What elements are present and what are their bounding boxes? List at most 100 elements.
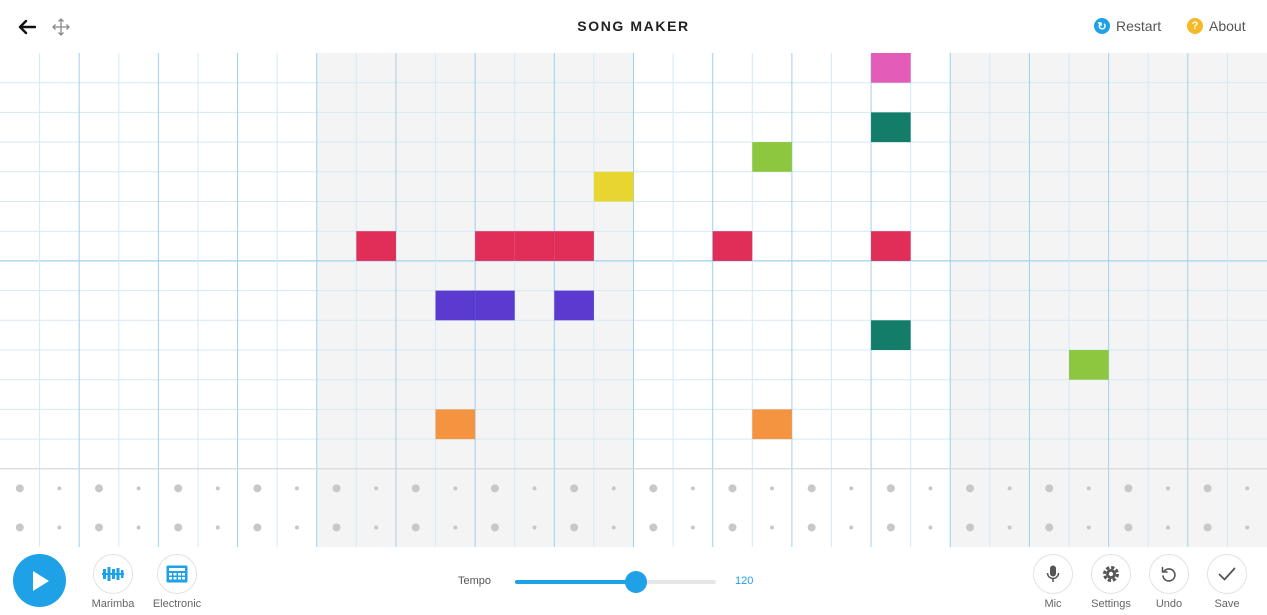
tempo-thumb[interactable] [624, 571, 647, 593]
rhythm-dot[interactable] [411, 523, 420, 532]
rhythm-dot[interactable] [770, 525, 775, 530]
note-cell[interactable] [752, 142, 792, 172]
rhythm-dot[interactable] [215, 525, 220, 530]
rhythm-dot[interactable] [215, 486, 220, 491]
note-cell[interactable] [712, 231, 753, 261]
rhythm-dot[interactable] [649, 484, 658, 493]
move-button[interactable] [48, 14, 74, 40]
rhythm-dot[interactable] [1124, 484, 1133, 493]
rhythm-dot[interactable] [490, 523, 499, 532]
rhythm-dot[interactable] [611, 525, 616, 530]
rhythm-dot[interactable] [886, 523, 895, 532]
rhythm-dot[interactable] [570, 523, 579, 532]
note-cell[interactable] [514, 231, 555, 261]
settings-button[interactable] [1091, 554, 1131, 594]
rhythm-dot[interactable] [649, 523, 658, 532]
save-button[interactable] [1207, 554, 1247, 594]
rhythm-dot[interactable] [94, 484, 103, 493]
rhythm-dot[interactable] [807, 523, 816, 532]
restart-button[interactable]: ↻ Restart [1094, 15, 1161, 37]
rhythm-dot[interactable] [1086, 486, 1091, 491]
help-icon: ? [1187, 18, 1203, 34]
note-cell[interactable] [1069, 350, 1109, 380]
rhythm-dot[interactable] [1007, 486, 1012, 491]
rhythm-dot[interactable] [928, 525, 933, 530]
play-button[interactable] [13, 554, 66, 607]
rhythm-dot[interactable] [1124, 523, 1133, 532]
rhythm-dot[interactable] [136, 525, 141, 530]
note-cell[interactable] [593, 171, 634, 202]
rhythm-dot[interactable] [728, 484, 737, 493]
rhythm-dot[interactable] [1245, 486, 1250, 491]
rhythm-dot[interactable] [1007, 525, 1012, 530]
rhythm-dot[interactable] [374, 525, 379, 530]
tempo-fill [515, 580, 636, 584]
undo-button[interactable] [1149, 554, 1189, 594]
rhythm-dot[interactable] [1045, 484, 1054, 493]
rhythm-dot[interactable] [966, 484, 975, 493]
rhythm-dot[interactable] [1045, 523, 1054, 532]
about-button[interactable]: ? About [1187, 15, 1246, 37]
note-cell[interactable] [871, 231, 911, 261]
rhythm-dot[interactable] [728, 523, 737, 532]
rhythm-dot[interactable] [453, 486, 458, 491]
rhythm-dot[interactable] [253, 484, 262, 493]
rhythm-dot[interactable] [174, 523, 183, 532]
note-cell[interactable] [554, 290, 594, 321]
move-arrows-icon [52, 18, 70, 36]
rhythm-dot[interactable] [886, 484, 895, 493]
rhythm-dot[interactable] [374, 486, 379, 491]
note-cell[interactable] [871, 320, 911, 350]
gear-icon [1103, 566, 1119, 582]
note-cell[interactable] [435, 290, 476, 321]
note-cell[interactable] [871, 53, 911, 83]
rhythm-dot[interactable] [94, 523, 103, 532]
rhythm-dot[interactable] [57, 525, 62, 530]
rhythm-dot[interactable] [294, 525, 299, 530]
note-cell[interactable] [752, 409, 792, 440]
rhythm-dot[interactable] [57, 486, 62, 491]
note-cell[interactable] [475, 290, 515, 321]
rhythm-dot[interactable] [1203, 484, 1212, 493]
rhythm-dot[interactable] [849, 525, 854, 530]
rhythm-dot[interactable] [1166, 525, 1171, 530]
rhythm-dot[interactable] [690, 486, 695, 491]
rhythm-dot[interactable] [611, 486, 616, 491]
rhythm-dot[interactable] [1245, 525, 1250, 530]
rhythm-dot[interactable] [807, 484, 816, 493]
back-button[interactable] [14, 14, 40, 40]
rhythm-dot[interactable] [928, 486, 933, 491]
rhythm-dot[interactable] [174, 484, 183, 493]
note-cell[interactable] [435, 409, 476, 440]
rhythm-dot[interactable] [770, 486, 775, 491]
rhythm-dot[interactable] [849, 486, 854, 491]
rhythm-dot[interactable] [411, 484, 420, 493]
note-cell[interactable] [475, 231, 515, 261]
rhythm-dot[interactable] [1086, 525, 1091, 530]
rhythm-dot[interactable] [966, 523, 975, 532]
rhythm-dot[interactable] [490, 484, 499, 493]
tempo-slider[interactable] [515, 571, 716, 593]
rhythm-dot[interactable] [1166, 486, 1171, 491]
song-grid[interactable] [0, 53, 1267, 547]
note-cell[interactable] [554, 231, 594, 261]
rhythm-dot[interactable] [690, 525, 695, 530]
rhythm-dot[interactable] [136, 486, 141, 491]
rhythm-dot[interactable] [1203, 523, 1212, 532]
rhythm-dot[interactable] [532, 486, 537, 491]
rhythm-dot[interactable] [15, 523, 24, 532]
electronic-label: Electronic [152, 598, 202, 610]
rhythm-dot[interactable] [453, 525, 458, 530]
rhythm-dot[interactable] [253, 523, 262, 532]
note-cell[interactable] [356, 231, 396, 261]
rhythm-dot[interactable] [15, 484, 24, 493]
rhythm-dot[interactable] [332, 523, 341, 532]
marimba-button[interactable] [93, 554, 133, 594]
rhythm-dot[interactable] [332, 484, 341, 493]
rhythm-dot[interactable] [532, 525, 537, 530]
electronic-button[interactable] [157, 554, 197, 594]
rhythm-dot[interactable] [294, 486, 299, 491]
note-cell[interactable] [871, 112, 911, 143]
rhythm-dot[interactable] [570, 484, 579, 493]
mic-button[interactable] [1033, 554, 1073, 594]
